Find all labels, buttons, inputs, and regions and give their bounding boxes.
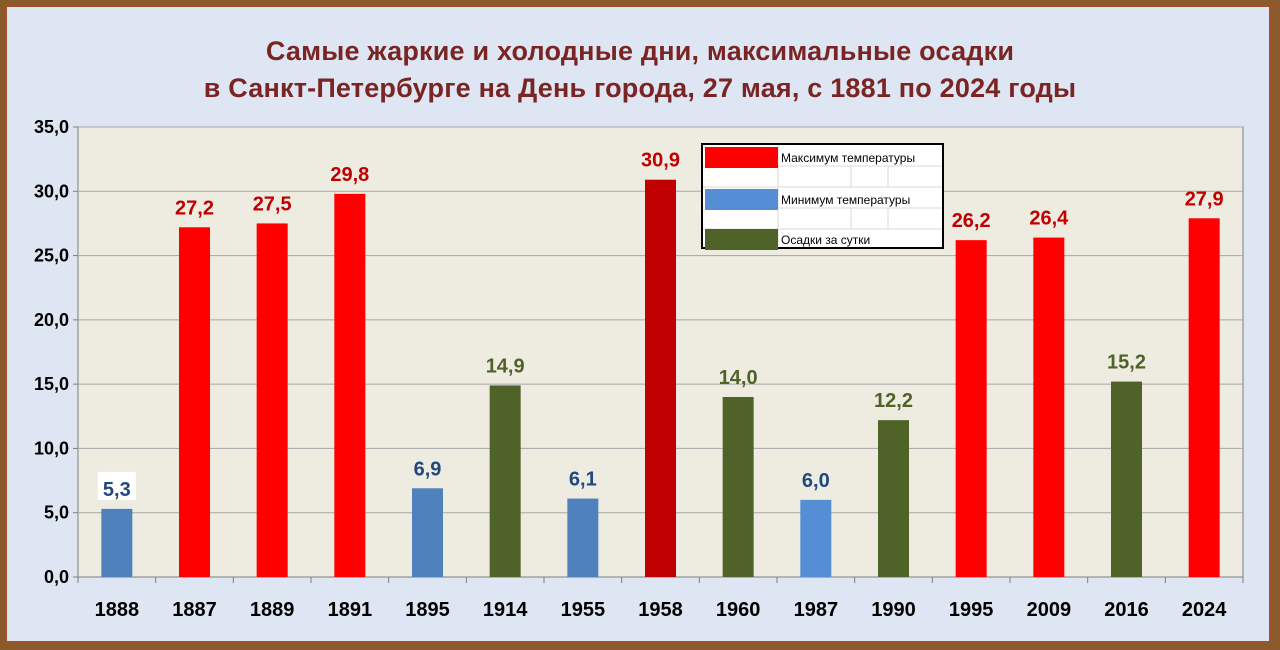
legend-item-min-temp: Минимум температуры [703, 189, 942, 210]
x-tick-label-1960: 1960 [716, 599, 761, 621]
x-tick-label-1990: 1990 [871, 599, 916, 621]
y-tick-label: 30,0 [34, 181, 69, 201]
bar-1987 [800, 499, 832, 577]
x-tick-label-1889: 1889 [250, 599, 295, 621]
x-tick-label-2009: 2009 [1027, 599, 1072, 621]
bar-1889 [256, 223, 288, 577]
bar-1888 [101, 508, 133, 577]
y-tick-label: 20,0 [34, 310, 69, 330]
y-tick-label: 25,0 [34, 246, 69, 266]
chart-title: Самые жаркие и холодные дни, максимальны… [0, 33, 1280, 107]
y-tick-label: 15,0 [34, 374, 69, 394]
value-label-1960: 14,0 [719, 367, 758, 389]
value-label-2009: 26,4 [1029, 208, 1069, 230]
y-tick-label: 0,0 [44, 567, 69, 587]
value-label-1888: 5,3 [103, 479, 131, 501]
bar-1995 [955, 240, 987, 577]
bar-2016 [1111, 381, 1142, 577]
bar-1887 [179, 227, 210, 578]
legend-item-max-temp: Максимум температуры [703, 147, 942, 168]
x-tick-label-1955: 1955 [561, 599, 606, 621]
value-label-1887: 27,2 [175, 197, 214, 219]
x-tick-label-2024: 2024 [1182, 599, 1227, 621]
value-label-1990: 12,2 [874, 390, 913, 412]
y-tick-label: 10,0 [34, 438, 69, 458]
x-tick-label-1891: 1891 [328, 599, 373, 621]
legend-label-precip: Осадки за сутки [781, 232, 871, 247]
chart-title-line2: в Санкт-Петербурге на День города, 27 ма… [203, 73, 1077, 103]
value-label-1958: 30,9 [641, 150, 680, 172]
bar-2009 [1033, 237, 1065, 578]
x-tick-label-1895: 1895 [405, 599, 450, 621]
value-label-2024: 27,9 [1185, 188, 1224, 210]
bar-1895 [412, 488, 443, 577]
x-tick-label-1995: 1995 [949, 599, 994, 621]
bar-1958 [645, 179, 676, 577]
value-label-1895: 6,9 [414, 458, 442, 480]
legend-label-max-temp: Максимум температуры [781, 150, 916, 165]
legend-label-min-temp: Минимум температуры [781, 192, 911, 207]
bar-1960 [722, 397, 754, 577]
x-tick-label-1914: 1914 [483, 599, 528, 621]
value-label-bg [97, 471, 136, 500]
value-label-1891: 29,8 [330, 164, 369, 186]
chart-legend: Максимум температуры Минимум температуры… [701, 143, 944, 250]
value-label-2016: 15,2 [1107, 352, 1146, 374]
x-tick-label-1887: 1887 [172, 599, 217, 621]
x-tick-label-1958: 1958 [638, 599, 683, 621]
x-tick-label-1888: 1888 [95, 599, 140, 621]
legend-swatch-min-temp [705, 189, 778, 210]
y-tick-label: 35,0 [34, 117, 69, 137]
bar-1914 [489, 385, 521, 577]
legend-item-precip: Осадки за сутки [703, 229, 942, 250]
value-label-1914: 14,9 [486, 355, 525, 377]
value-label-1955: 6,1 [569, 469, 597, 491]
legend-swatch-max-temp [705, 147, 778, 168]
value-label-1995: 26,2 [952, 210, 991, 232]
value-label-1987: 6,0 [802, 470, 830, 492]
legend-swatch-precip [705, 229, 778, 250]
chart-title-line1: Самые жаркие и холодные дни, максимальны… [265, 36, 1015, 66]
bar-1891 [334, 193, 366, 577]
bar-1990 [878, 420, 909, 577]
value-label-1889: 27,5 [253, 193, 292, 215]
x-tick-label-2016: 2016 [1104, 599, 1149, 621]
bar-2024 [1188, 218, 1220, 578]
bar-1955 [567, 498, 599, 577]
y-tick-label: 5,0 [44, 503, 69, 523]
x-tick-label-1987: 1987 [794, 599, 839, 621]
